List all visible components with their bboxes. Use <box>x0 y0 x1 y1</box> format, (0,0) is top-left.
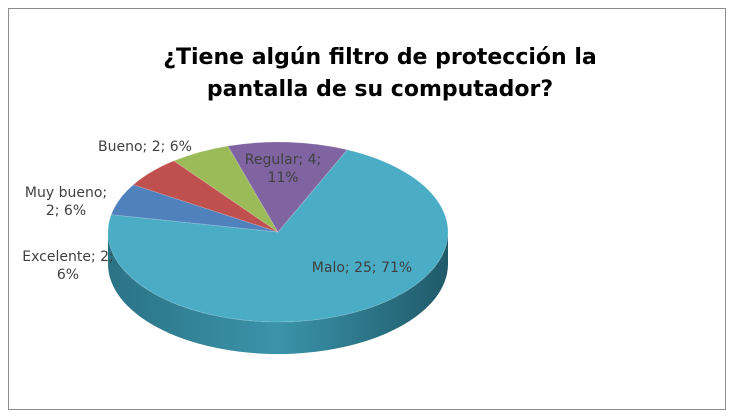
pie-side <box>108 232 448 354</box>
pie-slice: Excelente <box>110 184 279 233</box>
chart-title: ¿Tiene algún filtro de protección la pan… <box>163 45 597 102</box>
pie-slice: Bueno <box>172 145 279 233</box>
data-label: Bueno; 2; 6% <box>98 139 192 155</box>
pie-slice: Malo <box>107 149 449 323</box>
data-label: Malo; 25; 71% <box>311 260 413 276</box>
chart-frame <box>8 8 726 410</box>
pie-slice: Muy bueno <box>132 160 279 233</box>
data-label: Excelente; 2; 6% <box>22 249 114 283</box>
data-label: Regular; 4; 11% <box>244 152 322 186</box>
data-label: Muy bueno; 2; 6% <box>24 185 108 219</box>
pie-slice: Regular <box>227 141 349 233</box>
